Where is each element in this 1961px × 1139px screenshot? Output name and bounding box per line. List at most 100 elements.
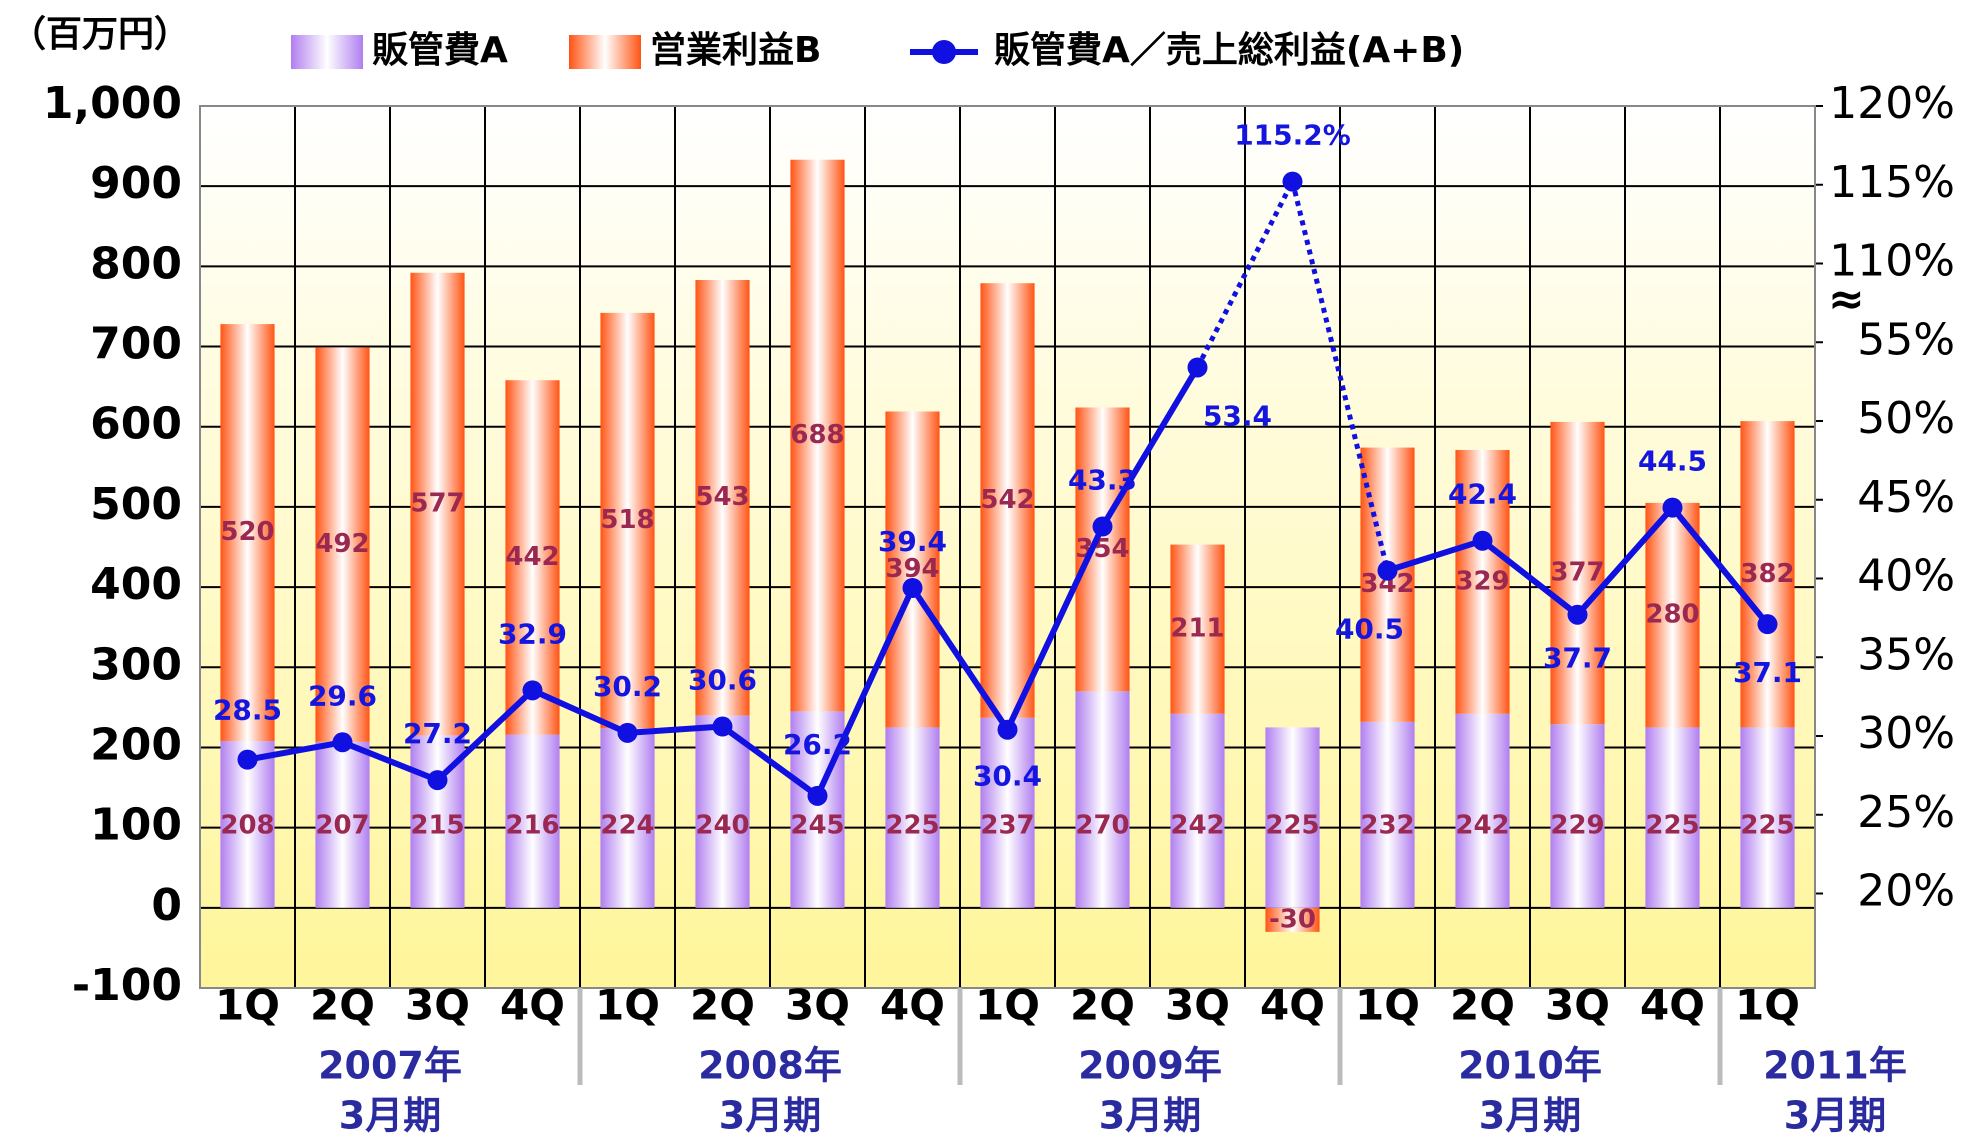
bar-segment-b [980,283,1035,718]
bar-a-label: 240 [695,810,749,840]
line-marker [1282,171,1303,192]
bar-segment-b [600,312,655,729]
y2-tick-label: 120% [1829,78,1955,129]
x-tick-label: 3Q [1545,981,1610,1030]
x-tick-label: 4Q [1640,981,1705,1030]
y2-tick-label: 115% [1829,157,1955,208]
legend-label: 販管費A／売上総利益(A+B) [994,30,1464,71]
bar-b-label: 542 [980,485,1034,515]
line-marker [237,749,258,770]
y2-tick-label: 25% [1857,787,1955,838]
y-tick-label: 100 [90,800,182,851]
y-tick-label: 600 [90,399,182,450]
bar-segment-a [1455,713,1510,908]
x-tick-label: 2Q [310,981,375,1030]
bar-segment-b [315,347,370,742]
bar-b-label: -30 [1269,904,1316,934]
line-value-label: 37.7 [1543,642,1612,675]
bar-a-label: 242 [1170,810,1224,840]
bar-segment-b [695,279,750,716]
line-value-label: 40.5 [1335,613,1404,646]
bar-a-label: 245 [790,810,844,840]
bar-segment-b [1740,421,1795,728]
bar-segment-b [1455,449,1510,714]
bar-segment-a [695,715,750,908]
x-tick-label: 2Q [1070,981,1135,1030]
line-segment [435,688,535,783]
x-tick-label: 1Q [215,981,280,1030]
line-marker [332,732,353,753]
line-segment [1575,505,1675,617]
line-segment [1290,181,1390,572]
bar-segment-a [1550,724,1605,908]
x-tick-label: 4Q [880,981,945,1030]
x-tick-label: 3Q [1165,981,1230,1030]
line-segment [341,739,439,783]
y-tick-label: 500 [90,479,182,530]
bar-b-label: 688 [790,420,844,450]
bar-b-label: 442 [505,542,559,572]
line-segment [246,739,344,763]
y-tick-label: 0 [151,880,182,931]
group-label: 3月期 [1784,1094,1886,1138]
line-marker [807,785,828,806]
y-tick-label: 900 [90,158,182,209]
x-tick-label: 1Q [1355,981,1420,1030]
y2-tick-label: 45% [1857,472,1955,523]
y-tick-label: -100 [72,960,182,1011]
y2-tick-label: 20% [1857,866,1955,917]
line-marker [1567,604,1588,625]
bar-b-label: 280 [1645,600,1699,630]
bar-a-label: 207 [315,810,369,840]
legend-marker [932,40,956,64]
y-tick-label: 700 [90,319,182,370]
line-value-label: 37.1 [1733,656,1802,689]
legend-label: 販管費A [372,30,508,71]
bar-segment-b [220,324,275,742]
group-label: 3月期 [719,1094,821,1138]
group-label: 2009年 [1078,1044,1222,1088]
bar-b-label: 520 [220,517,274,547]
line-value-label: 39.4 [878,525,947,558]
legend-label: 営業利益B [650,30,821,71]
bar-b-label: 382 [1740,559,1794,589]
group-label: 3月期 [1099,1094,1201,1138]
bar-segment-a [1360,721,1415,908]
line-value-label: 44.5 [1638,445,1707,478]
bar-segment-b [1265,907,1320,932]
bar-segment-b [1645,502,1700,728]
y-tick-label: 400 [90,559,182,610]
bar-segment-a [1170,713,1225,908]
bar-b-label: 492 [315,529,369,559]
line-marker [997,719,1018,740]
y2-tick-label: 30% [1857,708,1955,759]
group-label: 2010年 [1458,1044,1602,1088]
line-segment [1386,537,1484,574]
y-unit-label: （百万円） [10,14,190,55]
bar-a-label: 225 [885,810,939,840]
bar-segment-a [1645,727,1700,908]
line-marker [617,722,638,743]
bar-b-label: 211 [1170,614,1224,644]
line-segment [627,723,723,736]
y2-tick-label: 55% [1857,314,1955,365]
bar-segment-b [1550,421,1605,725]
x-tick-label: 3Q [785,981,850,1030]
line-marker [1662,497,1683,518]
bar-a-label: 225 [1740,810,1794,840]
x-tick-label: 2Q [690,981,755,1030]
bar-segment-b [505,380,560,735]
line-segment [720,724,820,799]
y2-tick-label: 50% [1857,393,1955,444]
y-tick-label: 300 [90,639,182,690]
line-value-label: 27.2 [403,717,472,750]
line-marker [1377,560,1398,581]
y2-tick-label: 40% [1857,551,1955,602]
line-marker [1187,357,1208,378]
line-segment [1670,505,1770,627]
x-tick-label: 2Q [1450,981,1515,1030]
bar-a-label: 225 [1645,810,1699,840]
bar-segment-b [1075,407,1130,692]
line-value-label: 29.6 [308,679,377,712]
